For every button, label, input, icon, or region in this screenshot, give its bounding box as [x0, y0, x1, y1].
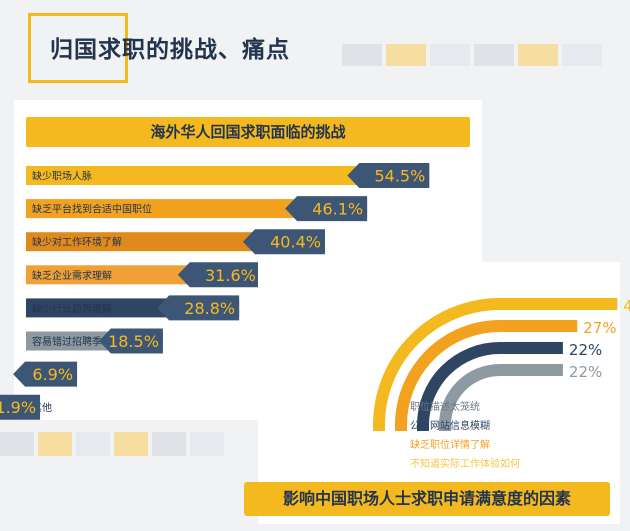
satisfaction-legend-label: 职位描述太笼统	[410, 400, 480, 413]
satisfaction-arc	[417, 342, 563, 431]
satisfaction-legend-label: 公司网站信息模糊	[410, 419, 490, 432]
challenge-label: 缺少对工作环境了解	[32, 236, 122, 249]
challenge-value-pill	[98, 328, 163, 354]
challenge-value-pill	[242, 229, 325, 255]
satisfaction-arc	[439, 364, 563, 431]
satisfaction-value-label: 41%	[623, 297, 630, 315]
challenge-value-label: 54.5%	[374, 167, 425, 186]
satisfaction-value-label: 22%	[569, 341, 602, 359]
challenge-value-pill	[177, 262, 260, 288]
satisfaction-legend-label: 缺乏职位详情了解	[410, 438, 490, 451]
challenge-label: 缺乏企业需求理解	[32, 269, 112, 282]
challenge-value-label: 46.1%	[312, 200, 363, 219]
challenge-bar	[26, 199, 368, 219]
challenge-value-pill	[347, 163, 430, 188]
satisfaction-chart-title: 影响中国职场人士求职申请满意度的因素	[244, 482, 610, 516]
satisfaction-arc	[395, 320, 578, 431]
challenge-label: 缺乏平台找到合适中国职位	[32, 203, 152, 216]
challenge-bar	[26, 166, 430, 185]
challenge-value-label: 40.4%	[270, 233, 321, 252]
satisfaction-arc	[373, 298, 618, 431]
decor-stripes-top	[342, 44, 612, 66]
challenge-label: 容易错过招聘季	[32, 335, 102, 348]
challenge-value-pill	[157, 295, 240, 321]
decor-stripes-bottom	[0, 432, 240, 456]
title-frame	[28, 13, 128, 83]
challenge-label: 缺少行业趋势理解	[32, 302, 112, 315]
challenge-label: 缺少职场人脉	[32, 170, 92, 183]
satisfaction-value-label: 22%	[569, 363, 602, 381]
challenge-value-pill	[285, 196, 368, 222]
satisfaction-legend-label: 不知道实际工作体验如何	[410, 457, 520, 470]
challenge-value-label: 28.8%	[184, 299, 235, 318]
challenge-value-label: 1.9%	[0, 398, 36, 417]
challenge-value-label: 18.5%	[108, 332, 159, 351]
challenge-value-pill	[0, 394, 41, 420]
satisfaction-value-label: 27%	[583, 319, 616, 337]
challenge-value-label: 31.6%	[205, 266, 256, 285]
challenge-value-pill	[13, 361, 78, 387]
page-title: 归国求职的挑战、痛点	[50, 37, 290, 63]
challenges-chart-title: 海外华人回国求职面临的挑战	[26, 117, 470, 147]
challenge-value-label: 6.9%	[32, 365, 73, 384]
